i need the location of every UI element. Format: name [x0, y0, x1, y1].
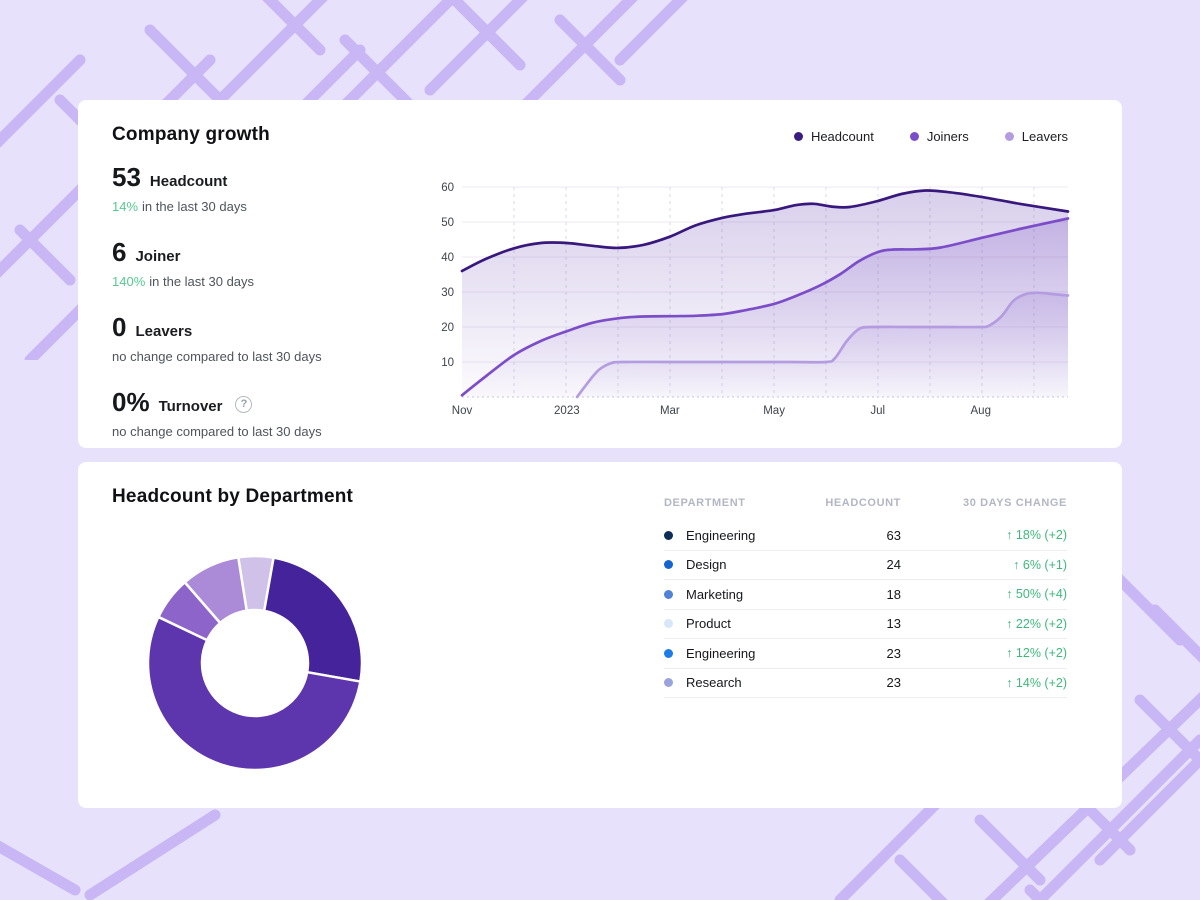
department-dot-icon — [664, 619, 673, 629]
table-row: Research 23 ↑ 14% (+2) — [664, 669, 1067, 698]
svg-text:May: May — [763, 405, 785, 417]
legend-item-headcount[interactable]: Headcount — [793, 129, 874, 144]
stat-note: no change compared to last 30 days — [112, 424, 322, 439]
page-title-headcount-by-department: Headcount by Department — [112, 486, 354, 507]
department-donut-chart — [146, 554, 364, 772]
turnover-help-icon[interactable]: ? — [235, 396, 253, 413]
svg-text:20: 20 — [441, 322, 454, 334]
table-header-row: DEPARTMENT HEADCOUNT 30 DAYS CHANGE — [664, 494, 1067, 512]
legend-item-joiners[interactable]: Joiners — [909, 129, 969, 144]
department-table: DEPARTMENT HEADCOUNT 30 DAYS CHANGE Engi… — [664, 494, 1067, 698]
stat-value: 0% — [112, 387, 150, 417]
table-row: Design 24 ↑ 6% (+1) — [664, 551, 1067, 580]
department-dot-icon — [664, 678, 673, 688]
stat-note: 14% in the last 30 days — [112, 199, 247, 214]
department-name: Engineering — [686, 645, 756, 661]
headcount-value: 18 — [886, 586, 901, 602]
legend-label: Leavers — [1021, 129, 1068, 144]
legend-item-leavers[interactable]: Leavers — [1004, 129, 1068, 144]
svg-text:Jul: Jul — [870, 405, 885, 417]
growth-area-chart: 10 20 30 40 50 60 Nov 2023 Mar May Jul Aug — [441, 182, 1070, 417]
change-value: ↑ 12% (+2) — [1006, 646, 1067, 661]
svg-text:50: 50 — [441, 217, 454, 229]
headcount-legend-dot-icon — [793, 132, 803, 141]
stat-label: Joiner — [135, 248, 181, 265]
table-row: Engineering 63 ↑ 18% (+2) — [664, 521, 1067, 551]
change-value: ↑ 22% (+2) — [1006, 616, 1067, 631]
department-dot-icon — [664, 589, 673, 599]
department-dot-icon — [664, 648, 673, 658]
stat-value: 53 — [112, 162, 141, 192]
table-row: Marketing 18 ↑ 50% (+4) — [664, 580, 1067, 610]
headcount-value: 23 — [886, 675, 901, 691]
col-header-30-days-change: 30 DAYS CHANGE — [963, 497, 1067, 509]
svg-text:60: 60 — [441, 182, 454, 194]
svg-text:Nov: Nov — [452, 405, 473, 417]
chart-legend: Headcount Joiners Leavers — [793, 129, 1068, 144]
company-growth-card: Company growth Headcount Joiners Leavers… — [78, 100, 1122, 448]
stat-turnover: 0% Turnover ? no change compared to last… — [112, 389, 412, 441]
svg-text:10: 10 — [441, 357, 454, 369]
stat-label: Turnover — [158, 398, 223, 415]
department-dot-icon — [664, 530, 673, 540]
svg-text:Mar: Mar — [660, 405, 680, 417]
leavers-legend-dot-icon — [1004, 132, 1014, 141]
stat-headcount: 53 Headcount 14% in the last 30 days — [112, 164, 412, 216]
stat-leavers: 0 Leavers no change compared to last 30 … — [112, 314, 412, 366]
headcount-value: 63 — [886, 527, 901, 543]
headcount-value: 13 — [886, 616, 901, 632]
department-name: Research — [686, 675, 742, 691]
stat-value: 0 — [112, 312, 127, 342]
change-value: ↑ 14% (+2) — [1006, 675, 1067, 690]
stat-value: 6 — [112, 237, 127, 267]
svg-text:Aug: Aug — [971, 405, 991, 417]
headcount-value: 24 — [886, 557, 901, 573]
svg-text:30: 30 — [441, 287, 454, 299]
col-header-department: DEPARTMENT — [664, 497, 746, 509]
joiners-legend-dot-icon — [909, 132, 919, 141]
page-title-company-growth: Company growth — [112, 124, 270, 145]
svg-text:40: 40 — [441, 252, 454, 264]
svg-text:2023: 2023 — [554, 405, 580, 417]
change-value: ↑ 18% (+2) — [1006, 528, 1067, 543]
department-name: Product — [686, 616, 731, 632]
stat-joiner: 6 Joiner 140% in the last 30 days — [112, 239, 412, 291]
stat-delta: 140% — [112, 274, 146, 289]
legend-label: Headcount — [810, 129, 874, 144]
table-row: Engineering 23 ↑ 12% (+2) — [664, 639, 1067, 669]
table-row: Product 13 ↑ 22% (+2) — [664, 610, 1067, 639]
headcount-by-department-card: Headcount by Department DEPARTMENT HEADC… — [78, 462, 1122, 808]
stat-note: no change compared to last 30 days — [112, 349, 322, 364]
col-header-headcount: HEADCOUNT — [825, 497, 901, 509]
department-name: Marketing — [686, 586, 744, 602]
change-value: ↑ 6% (+1) — [1013, 557, 1067, 572]
stat-label: Headcount — [149, 173, 228, 190]
stat-delta: 14% — [112, 199, 139, 214]
department-name: Engineering — [686, 527, 756, 543]
headcount-value: 23 — [886, 645, 901, 661]
legend-label: Joiners — [926, 129, 969, 144]
department-dot-icon — [664, 560, 673, 570]
change-value: ↑ 50% (+4) — [1006, 587, 1067, 602]
stat-label: Leavers — [135, 323, 193, 340]
growth-stats: 53 Headcount 14% in the last 30 days 6 Jo… — [112, 164, 412, 464]
department-name: Design — [686, 557, 727, 573]
stat-note: 140% in the last 30 days — [112, 274, 255, 289]
